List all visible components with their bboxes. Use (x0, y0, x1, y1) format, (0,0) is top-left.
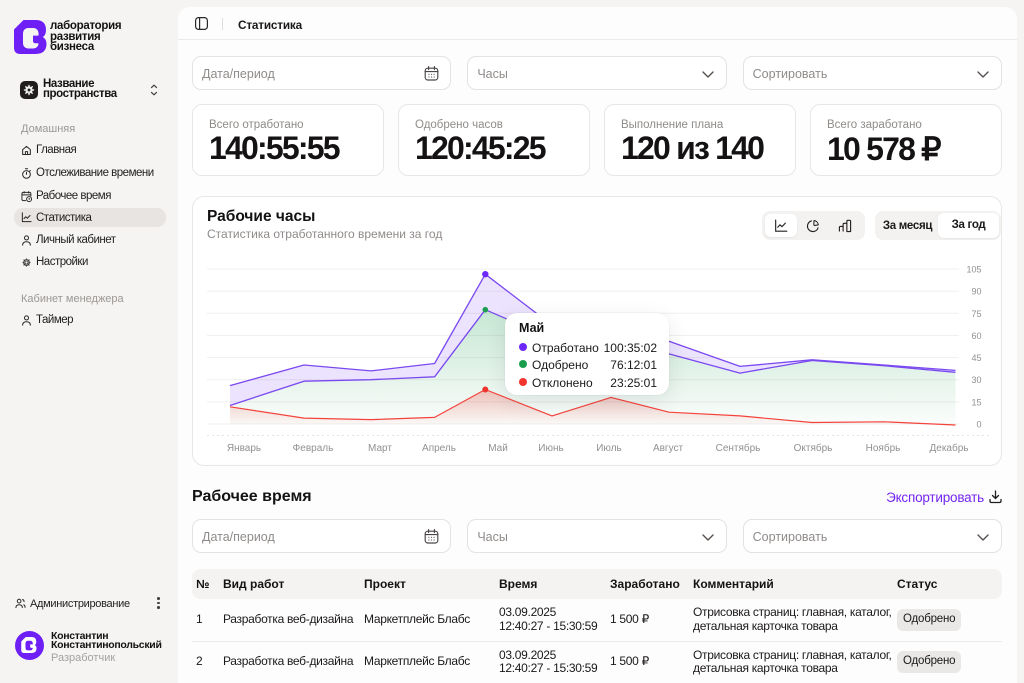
svg-text:Декабрь: Декабрь (930, 442, 969, 454)
svg-text:0: 0 (976, 420, 981, 430)
svg-text:75: 75 (971, 309, 981, 319)
svg-text:Июнь: Июнь (538, 443, 563, 454)
svg-text:60: 60 (971, 331, 981, 341)
svg-text:Апрель: Апрель (422, 443, 456, 454)
svg-text:Октябрь: Октябрь (794, 442, 833, 454)
svg-text:Февраль: Февраль (293, 443, 334, 454)
svg-text:Июль: Июль (596, 443, 622, 454)
svg-text:15: 15 (971, 397, 981, 407)
svg-text:90: 90 (971, 287, 981, 297)
svg-text:30: 30 (971, 375, 981, 385)
svg-text:Сентябрь: Сентябрь (716, 442, 761, 454)
svg-text:45: 45 (971, 353, 981, 363)
svg-text:Август: Август (653, 443, 684, 454)
svg-text:Март: Март (368, 443, 392, 454)
svg-text:Ноябрь: Ноябрь (866, 442, 901, 454)
svg-text:Январь: Январь (227, 443, 261, 454)
svg-text:105: 105 (966, 265, 981, 275)
svg-text:Май: Май (488, 443, 508, 454)
